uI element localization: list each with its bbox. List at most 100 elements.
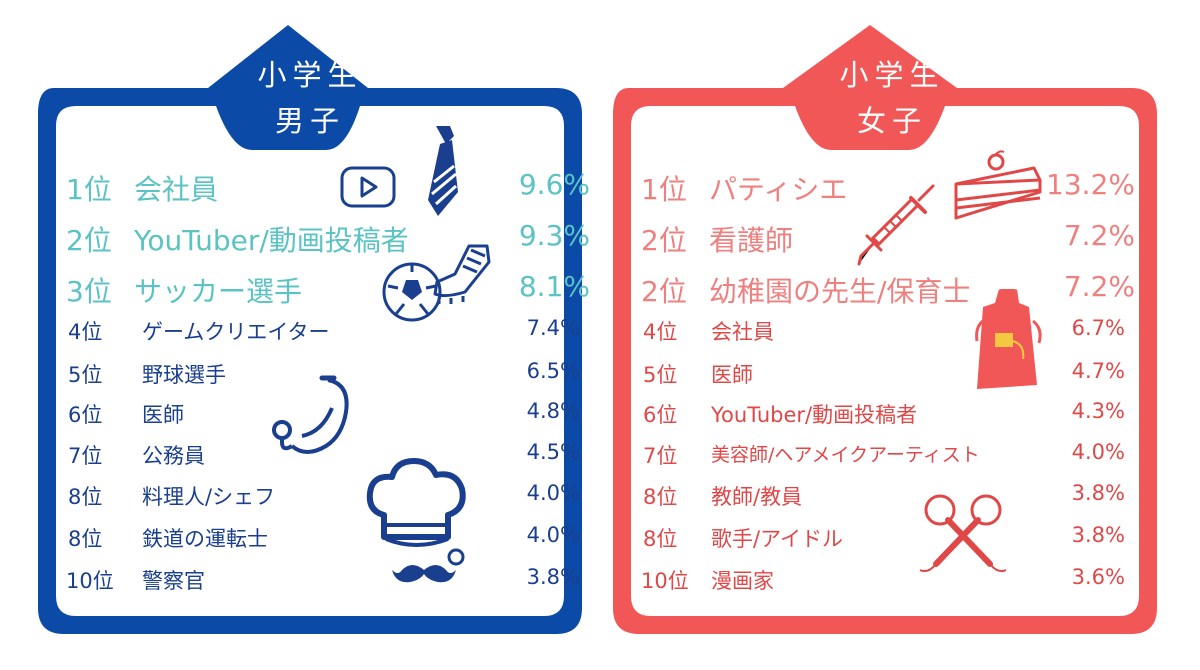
table-row: 10位 警察官 3.8% bbox=[30, 565, 590, 605]
rank: 8位 bbox=[68, 527, 103, 551]
table-row: 6位 YouTuber/動画投稿者 4.3% bbox=[605, 399, 1165, 439]
rank: 1位 bbox=[641, 173, 687, 206]
table-row: 1位 会社員 9.6% bbox=[30, 168, 590, 208]
boys-title-line1: 小学生 bbox=[257, 58, 363, 92]
table-row: 8位 歌手/アイドル 3.8% bbox=[605, 523, 1165, 563]
percentage: 4.3% bbox=[1071, 399, 1125, 423]
table-row: 8位 鉄道の運転士 4.0% bbox=[30, 523, 590, 563]
percentage: 4.7% bbox=[1071, 359, 1125, 383]
job: 会社員 bbox=[711, 320, 774, 344]
boys-title: 小学生 男子 bbox=[30, 52, 590, 144]
job: 教師/教員 bbox=[711, 485, 803, 509]
apron-icon bbox=[975, 285, 1042, 389]
rank: 6位 bbox=[68, 403, 103, 427]
job: 会社員 bbox=[134, 173, 219, 206]
girls-frame bbox=[613, 25, 1157, 634]
girls-panel: 小学生 女子 1位 パティシエ 13.2% 2位 看護師 7.2% bbox=[605, 0, 1165, 670]
percentage: 3.8% bbox=[526, 565, 580, 589]
job: 野球選手 bbox=[142, 363, 226, 387]
job: パティシエ bbox=[709, 173, 848, 206]
percentage: 3.6% bbox=[1071, 565, 1125, 589]
percentage: 9.6% bbox=[518, 168, 590, 201]
rank: 3位 bbox=[66, 275, 112, 308]
job: 料理人/シェフ bbox=[142, 485, 276, 509]
percentage: 3.8% bbox=[1071, 481, 1125, 505]
job: ゲームクリエイター bbox=[142, 320, 330, 344]
rank: 5位 bbox=[68, 363, 103, 387]
job: 医師 bbox=[711, 363, 753, 387]
girls-title: 小学生 女子 bbox=[612, 52, 1172, 144]
percentage: 6.7% bbox=[1071, 316, 1125, 340]
rank: 10位 bbox=[641, 569, 689, 593]
percentage: 4.5% bbox=[526, 440, 580, 464]
rank: 1位 bbox=[66, 173, 112, 206]
rank: 2位 bbox=[66, 224, 112, 257]
percentage: 7.4% bbox=[526, 316, 580, 340]
boys-panel: 小学生 男子 1位 会社員 9.6% bbox=[30, 0, 590, 670]
rank: 4位 bbox=[68, 320, 103, 344]
play-button-icon bbox=[340, 166, 396, 208]
soccer-ball-icon bbox=[382, 262, 442, 322]
table-row: 7位 公務員 4.5% bbox=[30, 440, 590, 480]
rank: 2位 bbox=[641, 275, 687, 308]
job: サッカー選手 bbox=[134, 275, 303, 308]
mustache-icon bbox=[392, 565, 456, 583]
job: 医師 bbox=[142, 403, 184, 427]
syringe-icon bbox=[857, 184, 935, 266]
microphone-icon bbox=[919, 494, 1007, 573]
table-row: 5位 医師 4.7% bbox=[605, 359, 1165, 399]
job: YouTuber/動画投稿者 bbox=[711, 403, 918, 427]
girls-title-line1: 小学生 bbox=[839, 58, 945, 92]
chef-hat-icon bbox=[366, 458, 466, 566]
soccer-cleat-icon bbox=[433, 244, 491, 304]
percentage: 7.2% bbox=[1063, 219, 1135, 252]
percentage: 7.2% bbox=[1063, 270, 1135, 303]
rank: 10位 bbox=[66, 569, 114, 593]
job: 歌手/アイドル bbox=[711, 527, 844, 551]
rank: 5位 bbox=[643, 363, 678, 387]
percentage: 4.8% bbox=[526, 399, 580, 423]
rank: 2位 bbox=[641, 224, 687, 257]
job: 看護師 bbox=[709, 224, 794, 257]
table-row: 6位 医師 4.8% bbox=[30, 399, 590, 439]
table-row: 5位 野球選手 6.5% bbox=[30, 359, 590, 399]
rank: 4位 bbox=[643, 320, 678, 344]
rank: 8位 bbox=[643, 485, 678, 509]
job: 幼稚園の先生/保育士 bbox=[709, 275, 971, 308]
table-row: 4位 会社員 6.7% bbox=[605, 316, 1165, 356]
job: 美容師/ヘアメイクアーティスト bbox=[711, 444, 980, 466]
percentage: 6.5% bbox=[526, 359, 580, 383]
table-row: 2位 YouTuber/動画投稿者 9.3% bbox=[30, 219, 590, 259]
table-row: 3位 サッカー選手 8.1% bbox=[30, 270, 590, 310]
table-row: 2位 幼稚園の先生/保育士 7.2% bbox=[605, 270, 1165, 310]
job: 警察官 bbox=[142, 569, 205, 593]
rank: 7位 bbox=[68, 444, 103, 468]
table-row: 2位 看護師 7.2% bbox=[605, 219, 1165, 259]
percentage: 13.2% bbox=[1046, 168, 1135, 201]
rank: 8位 bbox=[68, 485, 103, 509]
boys-title-line2: 男子 bbox=[274, 104, 345, 138]
job: 公務員 bbox=[142, 444, 205, 468]
percentage: 8.1% bbox=[518, 270, 590, 303]
cake-slice-icon bbox=[954, 150, 1042, 220]
rank: 6位 bbox=[643, 403, 678, 427]
table-row: 8位 教師/教員 3.8% bbox=[605, 481, 1165, 521]
percentage: 3.8% bbox=[1071, 523, 1125, 547]
table-row: 1位 パティシエ 13.2% bbox=[605, 168, 1165, 208]
job: 漫画家 bbox=[711, 569, 774, 593]
girls-title-line2: 女子 bbox=[856, 104, 927, 138]
table-row: 7位 美容師/ヘアメイクアーティスト 4.0% bbox=[605, 440, 1165, 480]
rank: 7位 bbox=[643, 444, 678, 468]
job: 鉄道の運転士 bbox=[142, 527, 268, 551]
percentage: 4.0% bbox=[526, 523, 580, 547]
table-row: 4位 ゲームクリエイター 7.4% bbox=[30, 316, 590, 356]
necktie-icon bbox=[428, 126, 458, 216]
percentage: 4.0% bbox=[1071, 440, 1125, 464]
table-row: 8位 料理人/シェフ 4.0% bbox=[30, 481, 590, 521]
rank: 8位 bbox=[643, 527, 678, 551]
job: YouTuber/動画投稿者 bbox=[134, 224, 409, 257]
table-row: 10位 漫画家 3.6% bbox=[605, 565, 1165, 605]
stethoscope-icon bbox=[272, 375, 349, 454]
percentage: 4.0% bbox=[526, 481, 580, 505]
percentage: 9.3% bbox=[518, 219, 590, 252]
